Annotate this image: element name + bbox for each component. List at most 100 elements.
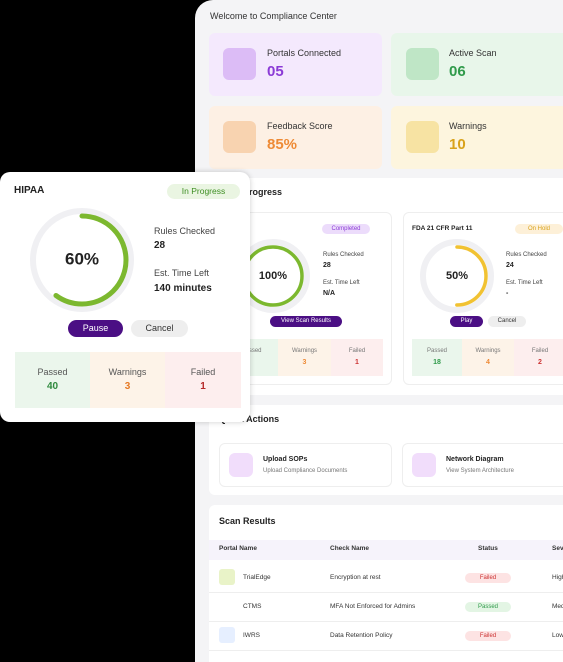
- table-cell: Low: [552, 632, 563, 639]
- column-header: Status: [478, 545, 498, 552]
- stat-value: 05: [267, 63, 284, 80]
- row-divider: [209, 650, 563, 651]
- row-divider: [209, 621, 563, 622]
- row-divider: [209, 592, 563, 593]
- label: Warnings: [475, 348, 501, 354]
- status-badge: Failed: [465, 573, 511, 583]
- stat-cell: [462, 339, 514, 376]
- section-title: Scan Results: [219, 516, 276, 526]
- table-header: [209, 540, 563, 560]
- progress-arc: [426, 245, 488, 307]
- value: 2: [538, 359, 542, 366]
- action-icon: [412, 453, 436, 477]
- label: Failed: [531, 348, 549, 354]
- status-badge: In Progress: [167, 184, 240, 199]
- stat-cell: [514, 339, 563, 376]
- label: Failed: [190, 367, 216, 377]
- stat-cell: [412, 339, 462, 376]
- page-title: Welcome to Compliance Center: [210, 11, 337, 21]
- label: Rules Checked: [506, 252, 547, 258]
- pause-button[interactable]: Pause: [68, 320, 123, 337]
- value: 140 minutes: [154, 283, 212, 294]
- ring-track: [30, 208, 134, 312]
- stat-icon: [406, 48, 439, 80]
- label: Failed: [348, 348, 366, 354]
- value: 1: [355, 359, 359, 366]
- stat-value: 06: [449, 63, 466, 80]
- action-title: Network Diagram: [446, 456, 504, 463]
- value: N/A: [323, 290, 336, 297]
- stat-icon: [223, 121, 256, 153]
- table-cell: MFA Not Enforced for Admins: [330, 603, 416, 610]
- value: 24: [506, 262, 514, 269]
- value: 28: [154, 240, 166, 251]
- table-cell: Medium: [552, 603, 563, 610]
- portal-icon: [219, 598, 235, 614]
- column-header: Portal Name: [219, 545, 257, 552]
- table-cell: IWRS: [243, 632, 260, 639]
- action-subtitle: View System Architecture: [446, 468, 514, 474]
- stat-cell: [331, 339, 383, 376]
- label: Passed: [241, 348, 262, 354]
- label: Est. Time Left: [506, 280, 543, 286]
- button[interactable]: Cancel: [488, 316, 526, 327]
- stat-label: Feedback Score: [267, 121, 333, 131]
- stat-cell: [90, 352, 165, 408]
- section-title: Quick Actions: [219, 414, 280, 424]
- action-subtitle: Upload Compliance Documents: [263, 468, 348, 474]
- button[interactable]: Play: [450, 316, 483, 327]
- ring-track: [420, 239, 494, 313]
- label: Passed: [37, 367, 68, 377]
- card-title: FDA 21 CFR Part 11: [412, 225, 473, 232]
- progress-ring: 50%: [420, 239, 494, 313]
- portal-icon: [219, 627, 235, 643]
- column-header: Check Name: [330, 545, 370, 552]
- label: Rules Checked: [154, 226, 216, 236]
- value: 28: [323, 262, 331, 269]
- progress-ring: 60%: [30, 208, 134, 312]
- section-title: Scan Progress: [219, 187, 283, 197]
- value: 3: [302, 359, 307, 366]
- stat-value: 10: [449, 136, 466, 153]
- label: Est. Time Left: [154, 268, 210, 278]
- label: Est. Time Left: [323, 280, 360, 286]
- value: 40: [46, 381, 59, 392]
- stat-cell: [278, 339, 331, 376]
- table-cell: CTMS: [243, 603, 262, 610]
- status-badge: On Hold: [515, 224, 563, 234]
- label: Warnings: [291, 348, 318, 354]
- stat-cell: [15, 352, 90, 408]
- progress-label: 50%: [446, 270, 468, 282]
- table-cell: Data Retention Policy: [330, 632, 393, 639]
- button[interactable]: View Scan Results: [270, 316, 342, 327]
- value: 3: [124, 381, 131, 392]
- progress-arc: [35, 213, 129, 307]
- label: Warnings: [108, 367, 147, 377]
- value: 4: [486, 359, 490, 366]
- portal-icon: [219, 569, 235, 585]
- progress-label: 60%: [65, 249, 99, 268]
- stat-label: Warnings: [449, 121, 487, 131]
- stat-label: Active Scan: [449, 48, 497, 58]
- value: 1: [200, 381, 206, 392]
- table-cell: High: [552, 574, 563, 581]
- table-cell: TrialEdge: [243, 574, 271, 581]
- progress-label: 100%: [259, 270, 287, 282]
- label: Rules Checked: [323, 252, 364, 258]
- stat-cell: [165, 352, 241, 408]
- status-badge: Passed: [465, 602, 511, 612]
- action-icon: [229, 453, 253, 477]
- cancel-button[interactable]: Cancel: [131, 320, 188, 337]
- table-cell: Encryption at rest: [330, 574, 381, 581]
- value: 18: [433, 359, 441, 366]
- label: Passed: [426, 348, 447, 354]
- status-badge: Failed: [465, 631, 511, 641]
- stat-icon: [406, 121, 439, 153]
- card-title: HIPAA: [14, 185, 45, 196]
- status-badge: Completed: [322, 224, 370, 234]
- stat-icon: [223, 48, 256, 80]
- stat-label: Portals Connected: [267, 48, 342, 58]
- stat-value: 85%: [267, 136, 298, 153]
- value: -: [506, 290, 509, 297]
